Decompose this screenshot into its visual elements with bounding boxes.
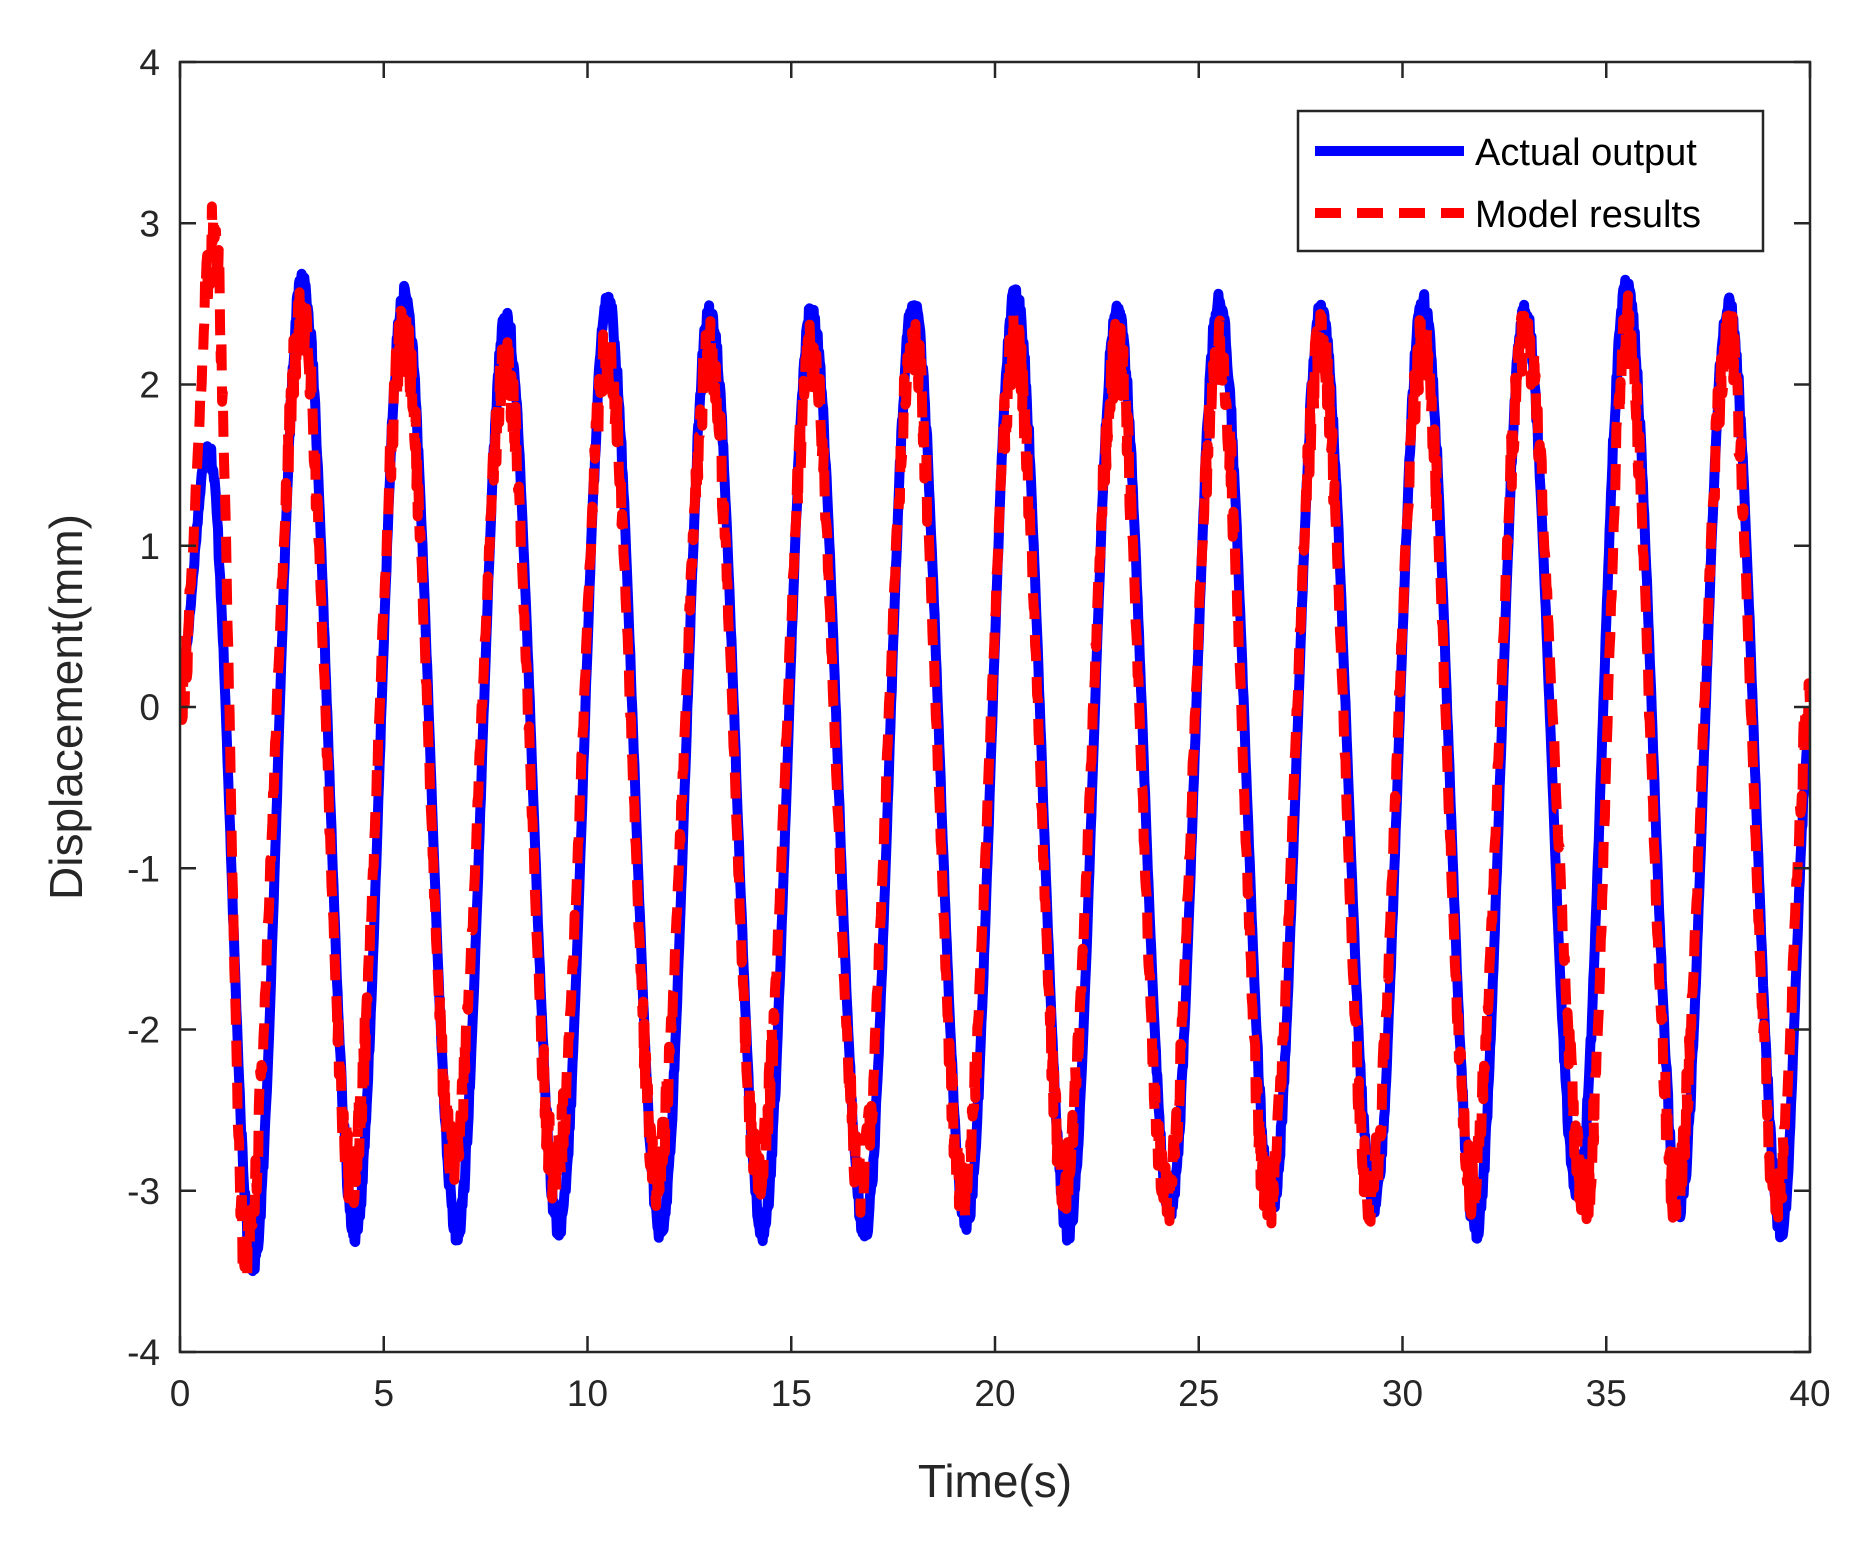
legend: Actual output Model results [1296,109,1765,253]
y-tick-label: 1 [139,526,160,567]
x-tick-label: 40 [1789,1373,1830,1414]
x-tick-label: 20 [974,1373,1015,1414]
x-tick-label: 5 [373,1373,394,1414]
y-axis: -4 -3 -2 -1 0 1 2 3 4 [127,42,1810,1373]
y-tick-label: 3 [139,203,160,244]
y-tick-label: 4 [139,42,160,83]
y-tick-label: -2 [127,1010,160,1051]
plot-area [180,201,1810,1281]
y-tick-label: -3 [127,1171,160,1212]
x-tick-label: 25 [1178,1373,1219,1414]
series-line-model-results [180,201,1810,1281]
x-tick-label: 30 [1382,1373,1423,1414]
x-axis-title: Time(s) [918,1455,1072,1507]
series-layer [180,201,1810,1281]
x-tick-label: 15 [771,1373,812,1414]
x-axis: 0 5 10 15 20 25 30 35 40 [170,62,1831,1414]
x-tick-label: 0 [170,1373,191,1414]
legend-box [1296,109,1765,253]
y-tick-label: 0 [139,687,160,728]
y-tick-label: -4 [127,1332,160,1373]
legend-label-model-results: Model results [1475,194,1701,236]
y-axis-title: Displacement(mm) [40,514,92,900]
legend-label-actual-output: Actual output [1475,132,1697,174]
x-tick-label: 10 [567,1373,608,1414]
y-tick-label: -1 [127,848,160,889]
x-tick-label: 35 [1586,1373,1627,1414]
y-tick-label: 2 [139,365,160,406]
